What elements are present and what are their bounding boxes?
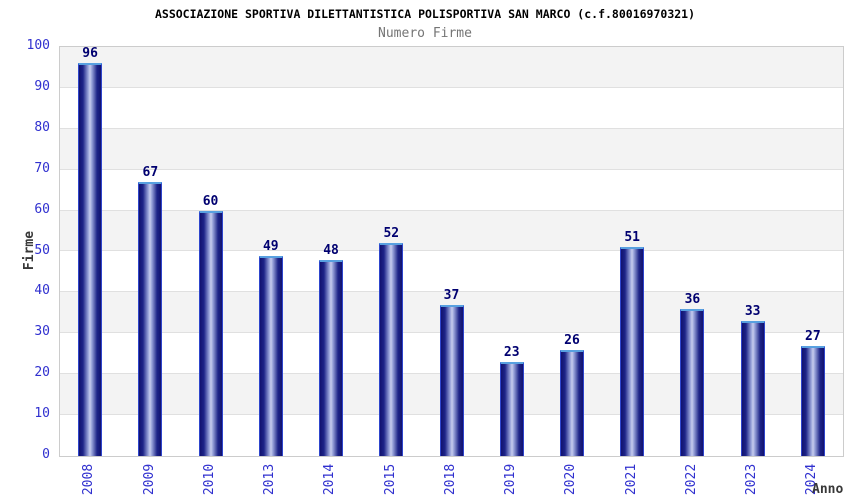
plot-area: 96 67 60 49 48 52 37 23 26 51 36 33 27 <box>59 46 844 457</box>
y-tick-label: 60 <box>34 201 50 217</box>
x-tick-label: 2018 <box>443 463 458 495</box>
bar-2008 <box>78 63 103 456</box>
bar-2019 <box>499 361 524 456</box>
bar-2010 <box>198 210 223 456</box>
y-tick-label: 80 <box>34 119 50 135</box>
bar-2024 <box>800 345 825 456</box>
bar-2013 <box>258 255 283 456</box>
bar-2022 <box>680 308 705 456</box>
y-tick-label: 50 <box>34 242 50 258</box>
bar-value-label: 96 <box>82 46 98 62</box>
x-axis-title: Anno <box>812 482 844 497</box>
bar-2020 <box>559 349 584 456</box>
bar-value-label: 33 <box>744 304 761 320</box>
bar-value-label: 23 <box>503 344 520 360</box>
bar-value-label: 60 <box>202 193 219 209</box>
grid-band <box>60 251 843 293</box>
bar-value-label: 49 <box>262 238 279 254</box>
x-tick-label: 2014 <box>322 463 338 495</box>
y-tick-label: 40 <box>34 283 50 299</box>
y-tick-label: 100 <box>26 38 50 53</box>
x-tick-label: 2020 <box>563 463 579 495</box>
bar-2023 <box>740 321 765 456</box>
bar-2014 <box>319 259 344 456</box>
bar-value-label: 48 <box>323 242 339 258</box>
x-tick-label: 2023 <box>744 463 760 495</box>
bar-value-label: 26 <box>564 332 580 348</box>
grid-band <box>60 210 843 252</box>
bar-2018 <box>439 304 464 456</box>
y-tick-label: 20 <box>34 365 50 381</box>
grid-band <box>60 47 843 88</box>
grid-band <box>60 87 843 129</box>
grid-band <box>60 128 843 170</box>
grid-band <box>60 169 843 211</box>
x-tick-label: 2019 <box>503 463 519 495</box>
y-tick-label: 10 <box>34 406 50 422</box>
x-tick-label: 2009 <box>141 463 157 495</box>
chart-title: ASSOCIAZIONE SPORTIVA DILETTANTISTICA PO… <box>154 7 696 21</box>
bar-value-label: 27 <box>805 328 821 344</box>
y-tick-label: 70 <box>34 160 50 176</box>
bar-value-label: 52 <box>383 226 400 242</box>
bar-value-label: 36 <box>684 291 701 307</box>
bar-2015 <box>379 243 404 456</box>
x-tick-label: 2021 <box>623 463 639 495</box>
x-tick-label: 2013 <box>262 463 278 495</box>
bar-value-label: 67 <box>142 164 159 180</box>
x-tick-label: 2022 <box>683 463 699 495</box>
bar-value-label: 37 <box>443 287 460 303</box>
x-tick-label: 2010 <box>202 463 218 495</box>
y-tick-label: 30 <box>34 324 50 340</box>
x-tick-label: 2008 <box>81 463 97 495</box>
bar-2021 <box>620 247 645 456</box>
chart-subtitle: Numero Firme <box>378 26 472 41</box>
y-tick-label: 0 <box>42 447 50 462</box>
bar-value-label: 51 <box>624 230 641 246</box>
x-tick-label: 2015 <box>382 463 398 495</box>
bar-2009 <box>138 181 163 456</box>
y-tick-label: 90 <box>34 78 50 94</box>
